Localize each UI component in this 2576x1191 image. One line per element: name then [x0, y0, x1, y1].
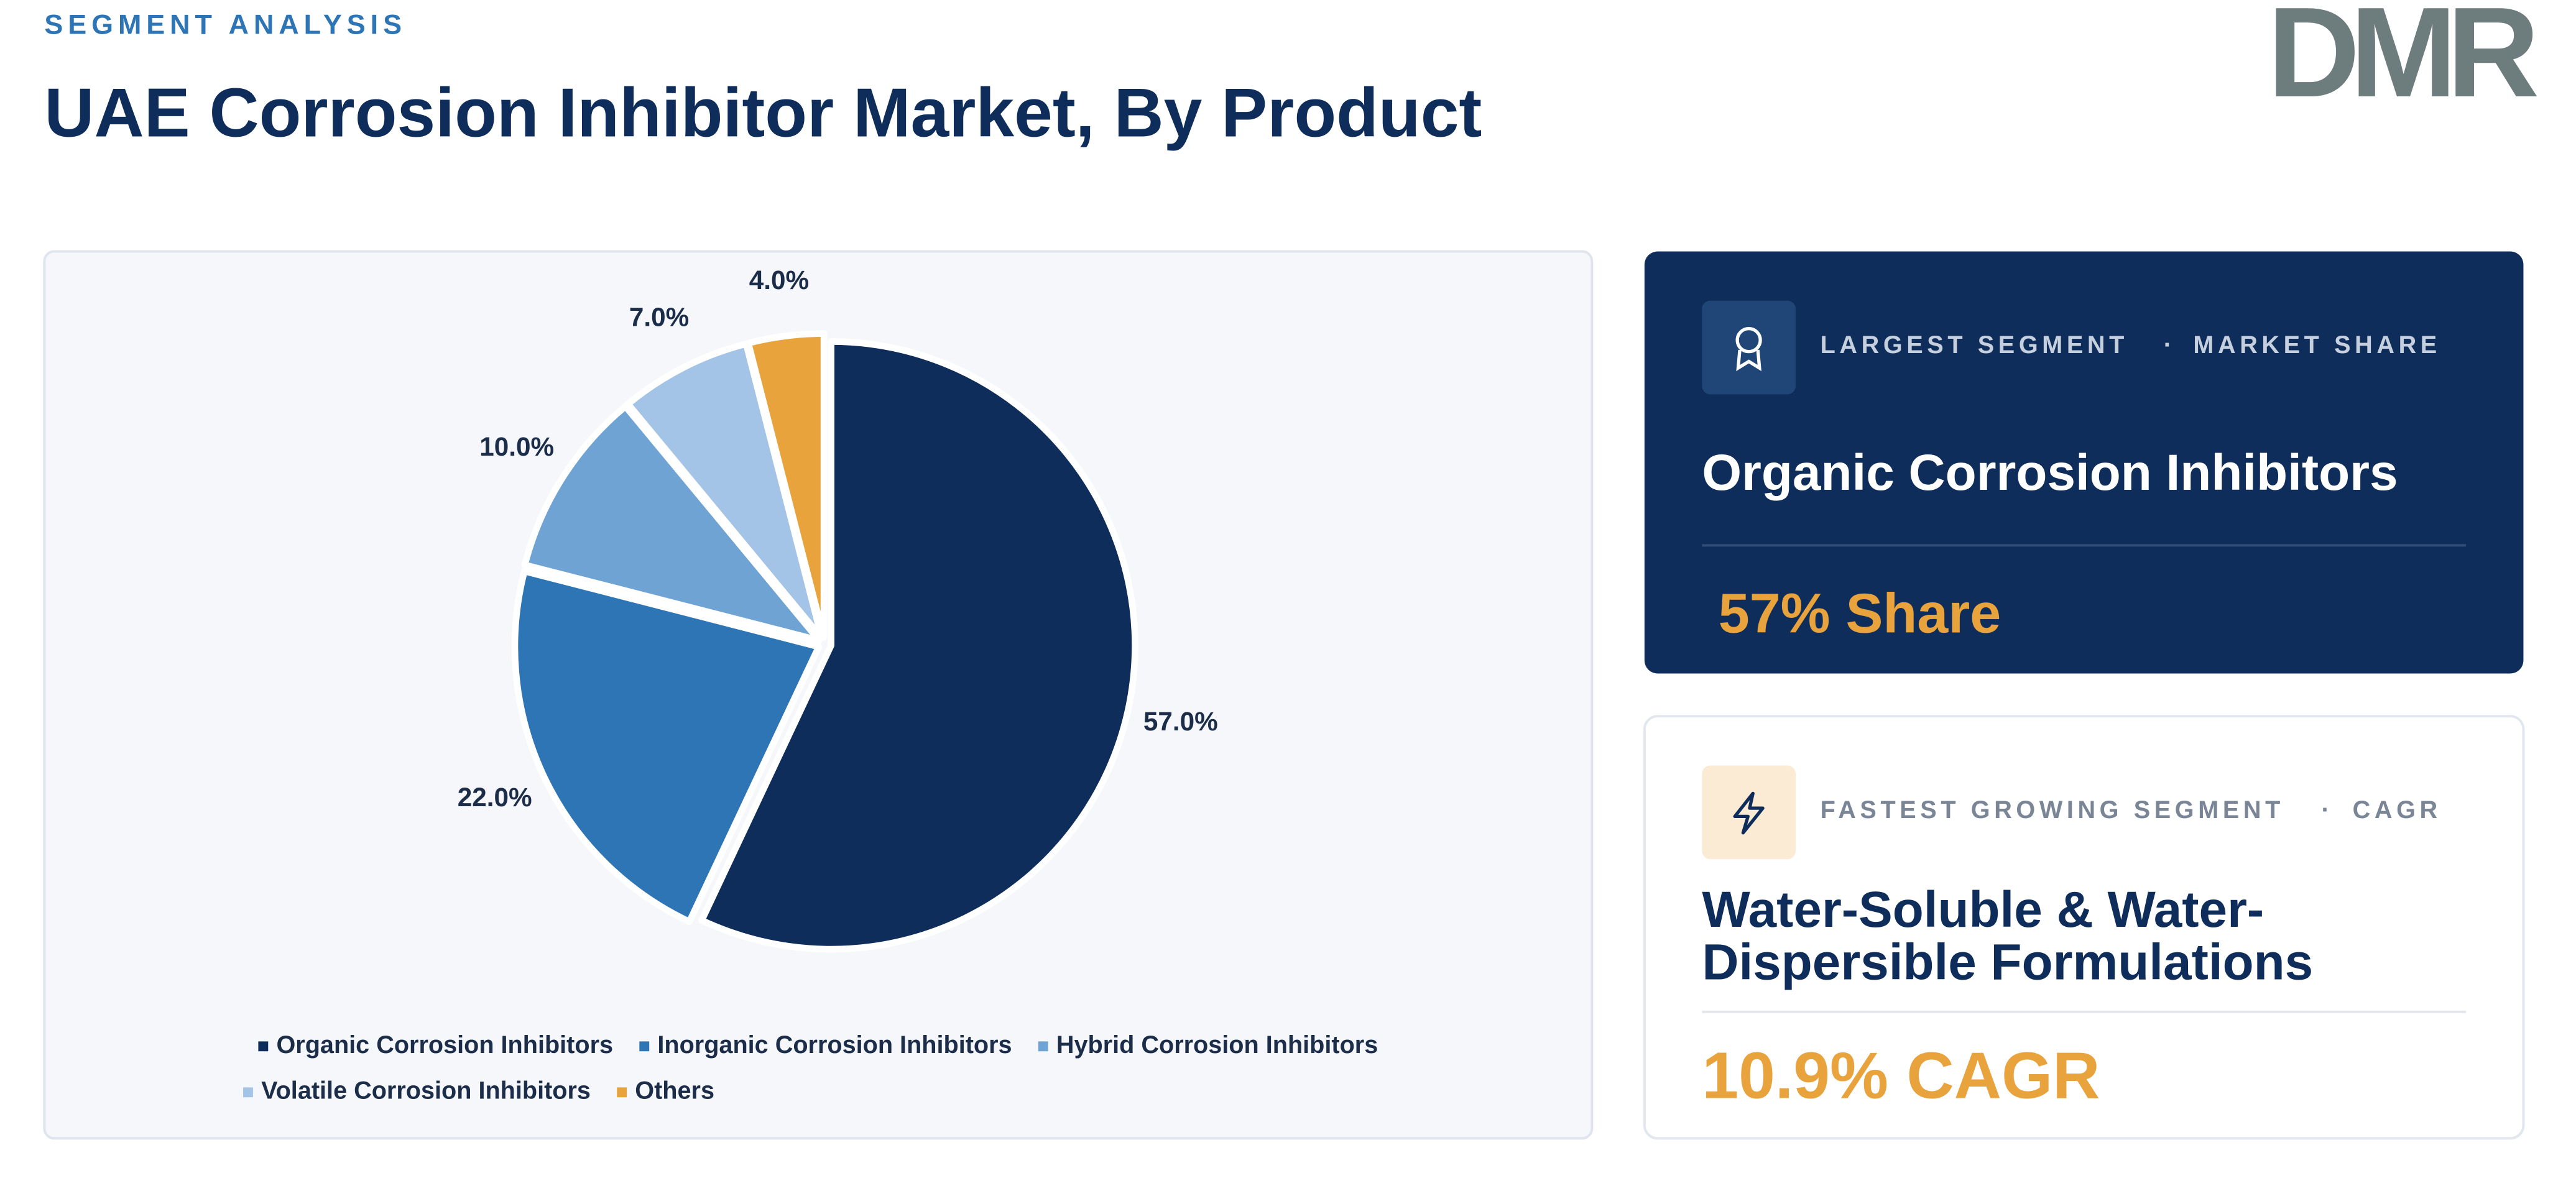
card	[1644, 251, 2524, 674]
card-label: CAGR	[2353, 796, 2442, 824]
pie: 57.0% 22.0% 10.0% 7.0% 4.0%	[458, 265, 1218, 953]
legend-label: Volatile Corrosion Inhibitors	[261, 1077, 591, 1105]
card-metric: 57% Share	[1719, 582, 2001, 645]
card-segment: Water-Soluble & Water-	[1702, 881, 2264, 938]
eyebrow: SEGMENT ANALYSIS	[44, 8, 407, 40]
legend-swatch	[243, 1087, 253, 1098]
bolt-icon	[1733, 791, 1765, 835]
pie-slice	[698, 338, 1138, 953]
logo: DMR	[2268, 0, 2537, 124]
legend: Organic Corrosion Inhibitors Inorganic Co…	[243, 1031, 1378, 1105]
award-icon	[1735, 326, 1762, 372]
legend-swatch	[258, 1041, 269, 1052]
legend-swatch	[1038, 1041, 1048, 1052]
data-label: 4.0%	[749, 265, 809, 295]
icon-box	[1702, 765, 1796, 860]
card-label: LARGEST SEGMENT	[1821, 331, 2128, 359]
card-label: MARKET SHARE	[2193, 331, 2440, 359]
card-segment: Organic Corrosion Inhibitors	[1702, 444, 2398, 501]
icon-box	[1702, 300, 1796, 395]
legend-item: Others	[617, 1077, 714, 1105]
card-segment: Dispersible Formulations	[1702, 934, 2313, 990]
legend-label: Organic Corrosion Inhibitors	[276, 1031, 613, 1059]
card-metric: 10.9% CAGR	[1702, 1039, 2100, 1113]
card-separator: ·	[2321, 796, 2329, 824]
legend-swatch	[639, 1041, 650, 1052]
pie-slice	[745, 330, 828, 641]
data-label: 57.0%	[1143, 707, 1218, 736]
card-label: FASTEST GROWING SEGMENT	[1821, 796, 2284, 824]
card	[1643, 715, 2525, 1140]
pie-slice	[521, 403, 823, 644]
legend-swatch	[617, 1087, 627, 1098]
legend-item: Organic Corrosion Inhibitors	[258, 1031, 613, 1059]
legend-label: Inorganic Corrosion Inhibitors	[657, 1031, 1012, 1059]
card-separator: ·	[2164, 331, 2172, 359]
data-label: 22.0%	[458, 783, 532, 812]
legend-item: Hybrid Corrosion Inhibitors	[1038, 1031, 1378, 1059]
legend-label: Others	[635, 1077, 714, 1105]
legend-item: Volatile Corrosion Inhibitors	[243, 1077, 591, 1105]
legend-label: Hybrid Corrosion Inhibitors	[1056, 1031, 1378, 1059]
data-label: 7.0%	[629, 302, 689, 331]
pie-slice	[511, 568, 823, 926]
data-label: 10.0%	[479, 432, 554, 461]
pie-slice	[624, 340, 825, 641]
legend-item: Inorganic Corrosion Inhibitors	[639, 1031, 1012, 1059]
page-title: UAE Corrosion Inhibitor Market, By Produ…	[44, 75, 1482, 152]
